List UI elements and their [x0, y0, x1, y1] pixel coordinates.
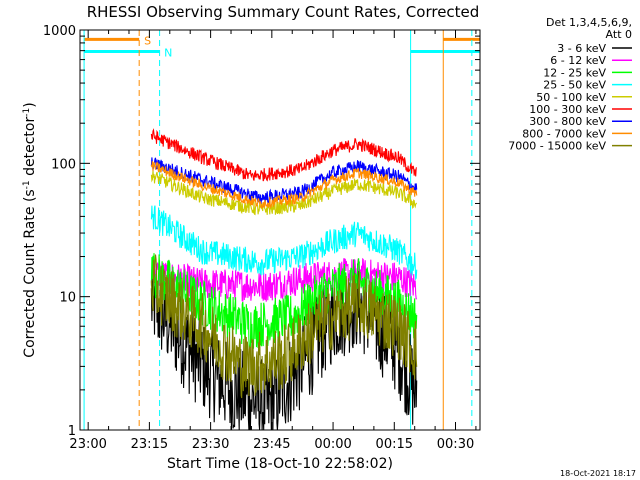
series-line	[150, 170, 418, 216]
x-tick-label: 23:00	[69, 437, 106, 452]
series-line	[150, 128, 418, 182]
x-axis: 23:00 23:15 23:30 23:45 00:00 00:15 00:30	[69, 30, 477, 452]
night-flag-label: N	[164, 46, 172, 59]
y-axis-label-sup1: -1	[22, 180, 32, 189]
y-tick-label: 1000	[43, 24, 76, 39]
legend-entry-label: 50 - 100 keV	[536, 91, 606, 104]
legend-entry-label: 300 - 800 keV	[529, 115, 606, 128]
chart-title: RHESSI Observing Summary Count Rates, Co…	[87, 3, 480, 21]
plot-frame	[79, 29, 481, 431]
footer-date: 18-Oct-2021 18:17	[560, 469, 636, 478]
y-axis-label-part2: detector	[22, 117, 38, 181]
y-axis-label-sup2: -1	[22, 108, 32, 117]
legend-header-line2: Att 0	[606, 28, 632, 41]
x-tick-label: 23:30	[192, 437, 229, 452]
legend-entry-label: 100 - 300 keV	[529, 103, 606, 116]
y-axis-label-part1: Corrected Count Rate (s	[22, 189, 38, 357]
series-line	[150, 205, 418, 281]
legend-entry-label: 3 - 6 keV	[557, 42, 606, 55]
series-line	[150, 253, 418, 351]
x-axis-label: Start Time (18-Oct-10 22:58:02)	[167, 456, 393, 472]
y-tick-label: 10	[59, 291, 76, 306]
y-axis-label: Corrected Count Rate (s-1 detector-1)	[22, 102, 38, 357]
x-tick-label: 00:15	[376, 437, 413, 452]
y-axis: 1 10 100 1000	[43, 24, 480, 439]
series-line	[150, 254, 418, 399]
y-axis-label-part3: )	[22, 102, 38, 107]
y-tick-label: 1	[68, 424, 76, 439]
y-tick-label: 100	[51, 157, 76, 172]
x-tick-label: 00:30	[437, 437, 474, 452]
x-tick-label: 23:15	[131, 437, 168, 452]
legend-entry-label: 6 - 12 keV	[550, 54, 606, 67]
legend-header-line1: Det 1,3,4,5,6,9,	[546, 16, 632, 29]
saa-flag-label: S	[144, 34, 151, 47]
legend-entry-label: 7000 - 15000 keV	[508, 140, 606, 153]
legend-entry-label: 800 - 7000 keV	[522, 127, 606, 140]
series-line	[150, 157, 418, 205]
legend-entry-label: 25 - 50 keV	[543, 79, 606, 92]
x-tick-label: 23:45	[253, 437, 290, 452]
legend-entry-label: 12 - 25 keV	[543, 66, 606, 79]
series-line	[150, 160, 418, 209]
series-line	[150, 257, 418, 302]
x-tick-label: 00:00	[314, 437, 351, 452]
plot-area: SN	[83, 30, 480, 431]
